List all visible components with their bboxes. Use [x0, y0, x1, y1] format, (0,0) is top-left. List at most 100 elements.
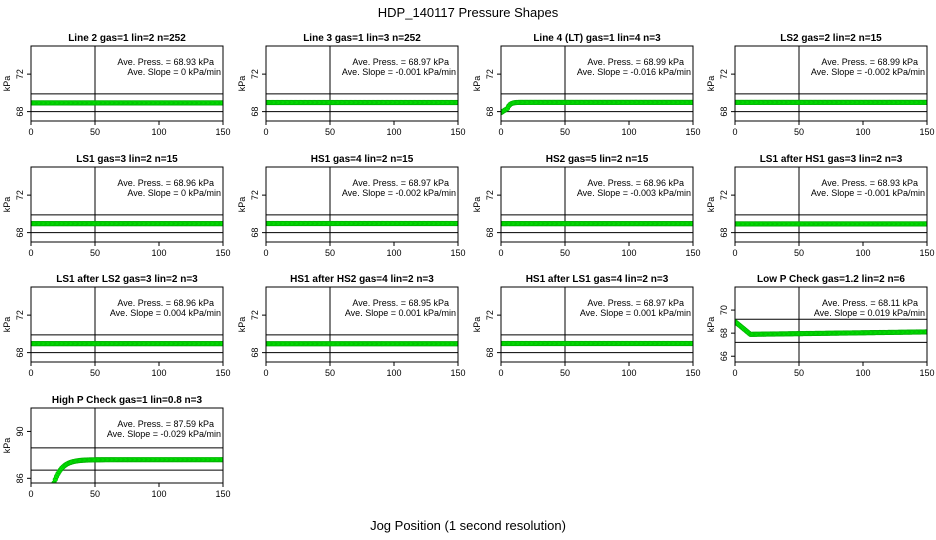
x-tick-label: 100	[855, 368, 870, 378]
panel-title: LS2 gas=2 lin=2 n=15	[780, 33, 882, 44]
y-axis-label: kPa	[237, 317, 247, 333]
x-tick-label: 50	[90, 248, 100, 258]
panel-title: LS1 gas=3 lin=2 n=15	[76, 154, 178, 165]
ave-press-label: Ave. Press. = 68.11 kPa	[822, 298, 918, 308]
y-axis-label: kPa	[237, 197, 247, 213]
panel-6: HS1 gas=4 lin=2 n=15 Ave. Press. = 68.97 …	[237, 154, 466, 258]
panel-3: Line 4 (LT) gas=1 lin=4 n=3 Ave. Press. =…	[472, 33, 701, 137]
y-tick-label: 68	[15, 228, 25, 238]
x-tick-label: 50	[90, 489, 100, 499]
ave-slope-label: Ave. Slope = 0.019 kPa/min	[814, 308, 925, 318]
y-tick-label: 72	[15, 69, 25, 79]
x-tick-label: 100	[386, 248, 401, 258]
y-tick-label: 68	[15, 107, 25, 117]
panel-title: HS1 after LS1 gas=4 lin=2 n=3	[526, 274, 669, 285]
x-tick-label: 0	[28, 489, 33, 499]
x-tick-label: 100	[621, 248, 636, 258]
x-tick-label: 100	[386, 127, 401, 137]
x-tick-label: 100	[386, 368, 401, 378]
y-tick-label: 72	[15, 310, 25, 320]
ave-press-label: Ave. Press. = 68.93 kPa	[117, 57, 214, 67]
y-tick-label: 68	[485, 107, 495, 117]
y-tick-label: 68	[15, 348, 25, 358]
y-tick-label: 68	[719, 228, 729, 238]
x-tick-label: 0	[263, 368, 268, 378]
plot-frame	[500, 286, 694, 363]
y-axis-label: kPa	[472, 76, 482, 92]
x-tick-label: 0	[263, 127, 268, 137]
data-point	[690, 340, 693, 347]
x-tick-label: 0	[28, 127, 33, 137]
plot-frame	[734, 45, 928, 122]
x-tick-label: 50	[90, 368, 100, 378]
x-tick-label: 100	[151, 127, 166, 137]
panel-title: HS2 gas=5 lin=2 n=15	[546, 154, 649, 165]
main-title: HDP_140117 Pressure Shapes	[377, 5, 559, 20]
y-tick-label: 72	[250, 69, 260, 79]
data-series	[735, 221, 927, 227]
plot-frame	[265, 286, 459, 363]
y-axis-label: kPa	[2, 438, 12, 454]
x-tick-label: 0	[498, 127, 503, 137]
ave-slope-label: Ave. Slope = -0.003 kPa/min	[577, 188, 691, 198]
ave-press-label: Ave. Press. = 68.97 kPa	[352, 57, 449, 67]
ave-slope-label: Ave. Slope = 0 kPa/min	[127, 67, 221, 77]
ave-press-label: Ave. Press. = 68.99 kPa	[821, 57, 918, 67]
x-tick-label: 150	[919, 248, 934, 258]
y-tick-label: 86	[15, 473, 25, 483]
y-axis-label: kPa	[706, 76, 716, 92]
panel-12: Low P Check gas=1.2 lin=2 n=6 Ave. Press.…	[706, 274, 935, 378]
y-tick-label: 72	[485, 190, 495, 200]
x-tick-label: 50	[325, 368, 335, 378]
data-series	[31, 100, 223, 106]
ave-slope-label: Ave. Slope = -0.029 kPa/min	[107, 429, 221, 439]
x-tick-label: 0	[732, 127, 737, 137]
plot-frame	[30, 407, 224, 484]
data-point	[690, 221, 693, 227]
data-point	[455, 99, 458, 106]
x-axis-label: Jog Position (1 second resolution)	[370, 518, 566, 533]
plot-frame	[30, 166, 224, 243]
y-tick-label: 72	[719, 190, 729, 200]
plot-frame	[265, 45, 459, 122]
panel-10: HS1 after HS2 gas=4 lin=2 n=3 Ave. Press.…	[237, 274, 466, 378]
panel-7: HS2 gas=5 lin=2 n=15 Ave. Press. = 68.96 …	[472, 154, 701, 258]
y-axis-label: kPa	[472, 197, 482, 213]
x-tick-label: 0	[263, 248, 268, 258]
x-tick-label: 0	[28, 248, 33, 258]
panel-2: Line 3 gas=1 lin=3 n=252 Ave. Press. = 68…	[237, 33, 466, 137]
x-tick-label: 150	[685, 368, 700, 378]
y-tick-label: 68	[719, 328, 729, 338]
panel-9: LS1 after LS2 gas=3 lin=2 n=3 Ave. Press.…	[2, 274, 231, 378]
y-tick-label: 72	[15, 190, 25, 200]
x-tick-label: 50	[794, 368, 804, 378]
ave-slope-label: Ave. Slope = 0.004 kPa/min	[110, 308, 221, 318]
data-series	[501, 99, 693, 116]
panel-title: Line 4 (LT) gas=1 lin=4 n=3	[533, 33, 661, 44]
x-tick-label: 150	[919, 368, 934, 378]
panel-5: LS1 gas=3 lin=2 n=15 Ave. Press. = 68.96 …	[2, 154, 231, 258]
data-series	[266, 341, 458, 347]
panel-8: LS1 after HS1 gas=3 lin=2 n=3 Ave. Press.…	[706, 154, 935, 258]
panel-title: LS1 after HS1 gas=3 lin=2 n=3	[760, 154, 903, 165]
data-series	[31, 341, 223, 347]
x-tick-label: 100	[621, 368, 636, 378]
ave-press-label: Ave. Press. = 68.95 kPa	[352, 298, 449, 308]
ave-press-label: Ave. Press. = 68.97 kPa	[352, 178, 449, 188]
x-tick-label: 50	[560, 248, 570, 258]
x-tick-label: 150	[450, 248, 465, 258]
panel-title: LS1 after LS2 gas=3 lin=2 n=3	[56, 274, 198, 285]
data-point	[924, 99, 927, 105]
x-tick-label: 0	[498, 368, 503, 378]
y-tick-label: 72	[485, 310, 495, 320]
plot-frame	[734, 286, 928, 363]
y-axis-label: kPa	[706, 317, 716, 333]
panel-13: High P Check gas=1 lin=0.8 n=3 Ave. Press…	[2, 395, 231, 499]
y-tick-label: 66	[719, 351, 729, 361]
plot-frame	[734, 166, 928, 243]
x-tick-label: 100	[151, 368, 166, 378]
x-tick-label: 150	[685, 127, 700, 137]
x-tick-label: 150	[215, 368, 230, 378]
x-tick-label: 0	[732, 248, 737, 258]
